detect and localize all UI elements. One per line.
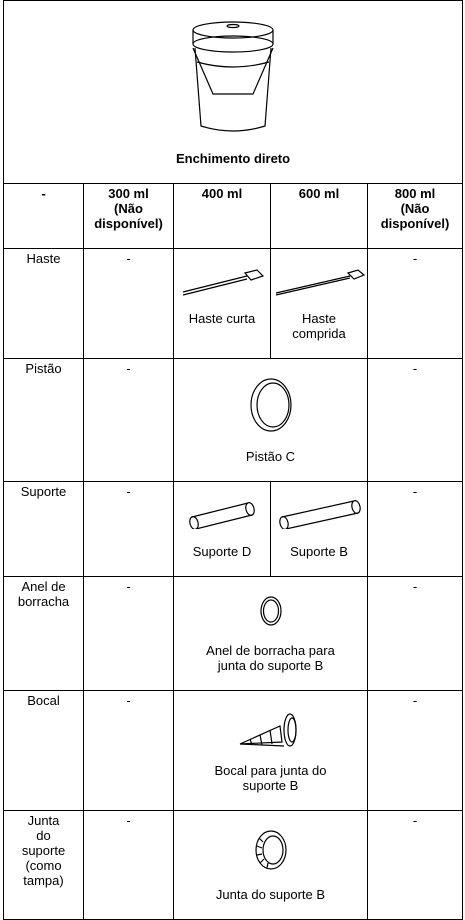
cell-caption: Bocal para junta do suporte B <box>214 763 327 793</box>
cell-caption: Suporte B <box>290 544 348 559</box>
column-header: 800 ml (Não disponível) <box>366 183 464 249</box>
column-header: 600 ml <box>270 183 368 249</box>
cell: - <box>366 690 464 811</box>
short-rod-icon <box>182 269 265 296</box>
cell: - <box>83 358 174 482</box>
long-rod-icon <box>275 269 366 296</box>
row-label: Bocal <box>3 690 84 811</box>
header-title: Enchimento direto <box>175 151 291 166</box>
row-label: Pistão <box>3 358 84 482</box>
cell: - <box>83 481 174 577</box>
cell-caption: Haste comprida <box>292 311 346 341</box>
holder-d-icon <box>189 502 255 529</box>
cell: Haste comprida <box>270 248 368 359</box>
cell-caption: Suporte D <box>192 544 252 559</box>
column-header: 300 ml (Não disponível) <box>83 183 174 249</box>
cell: Junta do suporte B <box>173 810 368 920</box>
cell: - <box>83 248 174 359</box>
cell: Pistão C <box>173 358 368 482</box>
joint-icon <box>254 830 287 870</box>
row-label: Suporte <box>3 481 84 577</box>
nozzle-icon <box>239 713 297 747</box>
row-label: Junta do suporte (como tampa) <box>3 810 84 920</box>
cell: Bocal para junta do suporte B <box>173 690 368 811</box>
cell: - <box>83 810 174 920</box>
cell: - <box>366 358 464 482</box>
cell: - <box>83 690 174 811</box>
piston-icon <box>249 378 292 432</box>
cell: Haste curta <box>173 248 271 359</box>
ring-icon <box>259 596 282 626</box>
column-header: - <box>3 183 84 249</box>
cell: - <box>366 481 464 577</box>
cell-caption: Haste curta <box>188 311 256 326</box>
cell: - <box>366 248 464 359</box>
cell: Suporte B <box>270 481 368 577</box>
cell: Suporte D <box>173 481 271 577</box>
cell: - <box>83 576 174 691</box>
header-cell: Enchimento direto <box>2 0 464 184</box>
cell: - <box>366 576 464 691</box>
cell-caption: Pistão C <box>245 449 296 464</box>
column-header: 400 ml <box>173 183 271 249</box>
row-label: Haste <box>3 248 84 359</box>
cell: Anel de borracha para junta do suporte B <box>173 576 368 691</box>
cell-caption: Anel de borracha para junta do suporte B <box>206 643 335 673</box>
bucket-icon <box>192 21 274 132</box>
row-label: Anel de borracha <box>3 576 84 691</box>
holder-b-icon <box>279 500 361 529</box>
cell: - <box>366 810 464 920</box>
cell-caption: Junta do suporte B <box>215 887 326 902</box>
